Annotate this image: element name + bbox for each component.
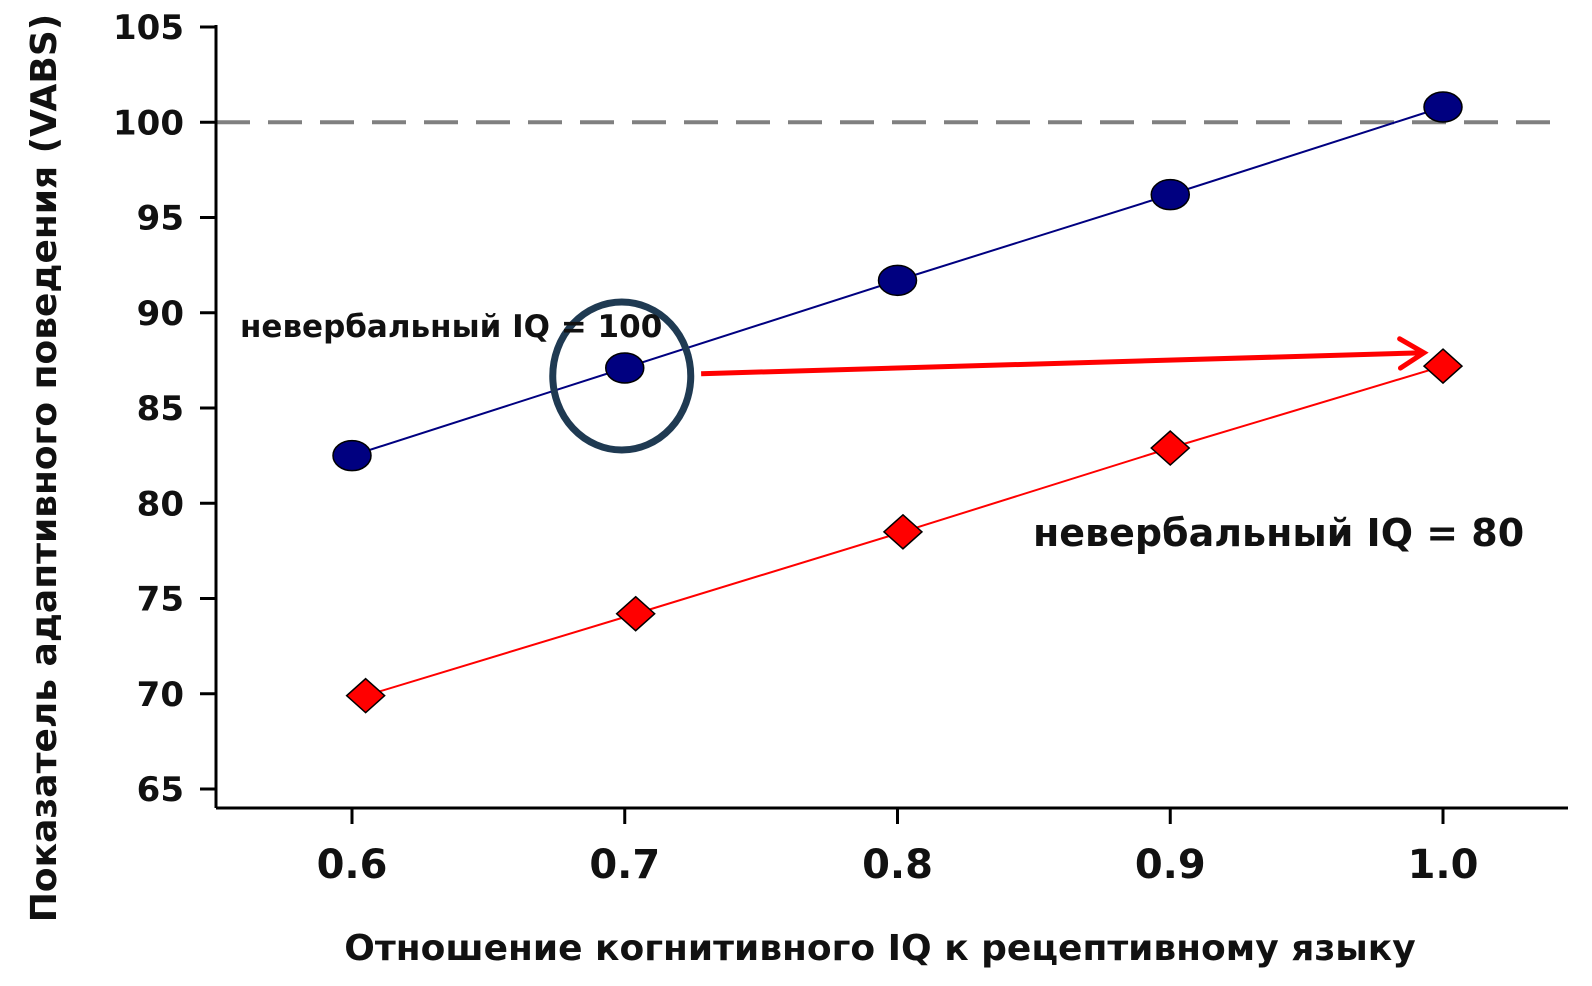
highlight-circle xyxy=(549,298,695,454)
x-tick-label: 0.9 xyxy=(1135,842,1206,888)
y-tick-label: 65 xyxy=(137,770,184,810)
data-point-circle xyxy=(1150,178,1190,211)
y-tick-label: 80 xyxy=(137,484,184,524)
y-tick-label: 90 xyxy=(137,294,184,334)
data-point-circle xyxy=(605,352,645,384)
data-point-diamond xyxy=(1422,348,1464,385)
data-point-diamond xyxy=(1150,429,1191,467)
y-tick-label: 95 xyxy=(137,199,184,239)
y-tick-label: 75 xyxy=(137,580,184,620)
series-label-iq-100: невербальный IQ = 100 xyxy=(240,309,662,345)
axes: 65 70 75 80 85 90 95 100 105 0.6 0.7 0.8 0.9 1.0 xyxy=(113,8,1568,888)
annotation-layer xyxy=(549,298,1429,454)
y-tick-label: 85 xyxy=(137,389,184,429)
y-axis-label: Показатель адаптивного поведения (VABS) xyxy=(24,14,65,922)
x-tick-label: 0.7 xyxy=(589,842,660,888)
series-layer xyxy=(332,91,1464,714)
data-point-diamond xyxy=(882,513,924,550)
x-tick-label: 0.8 xyxy=(862,842,933,888)
y-tick-label: 100 xyxy=(113,103,184,143)
data-point-diamond xyxy=(345,677,386,714)
arrow-head xyxy=(1397,336,1429,371)
arrow-shaft xyxy=(701,350,1424,377)
data-point-circle xyxy=(1423,91,1463,123)
x-tick-label: 1.0 xyxy=(1408,842,1479,888)
data-point-circle xyxy=(877,264,918,297)
y-tick-label: 105 xyxy=(113,8,184,48)
x-tick-label: 0.6 xyxy=(317,842,388,888)
series-label-iq-80: невербальный IQ = 80 xyxy=(1033,511,1524,555)
data-point-circle xyxy=(332,439,372,472)
x-axis-label: Отношение когнитивного IQ к рецептивному… xyxy=(344,928,1415,969)
y-tick-label: 70 xyxy=(137,675,184,715)
data-point-diamond xyxy=(615,595,656,632)
